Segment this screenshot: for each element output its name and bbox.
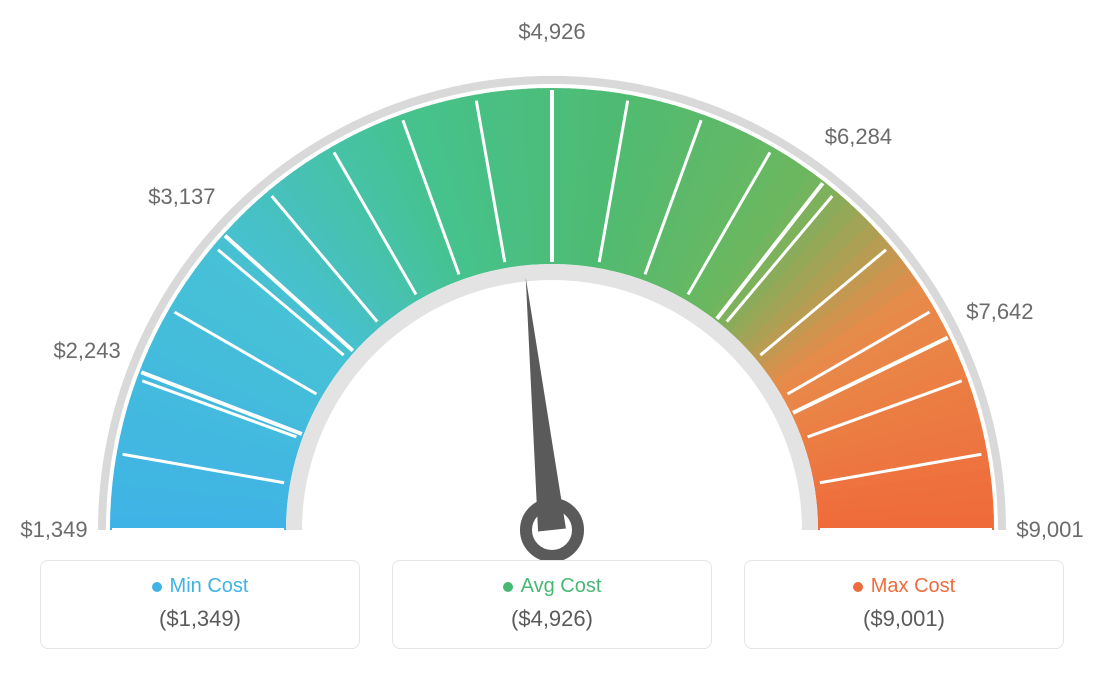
max-dot-icon [853,582,863,592]
avg-cost-value: ($4,926) [403,606,701,632]
avg-dot-icon [503,582,513,592]
gauge-tick-label: $3,137 [148,184,215,210]
summary-cards: Min Cost ($1,349) Avg Cost ($4,926) Max … [0,560,1104,679]
avg-cost-header: Avg Cost [403,575,701,598]
min-cost-value: ($1,349) [51,606,349,632]
max-cost-label: Max Cost [871,575,955,598]
min-dot-icon [152,582,162,592]
gauge-svg [0,0,1104,560]
avg-cost-label: Avg Cost [521,575,602,598]
min-cost-card: Min Cost ($1,349) [40,560,360,649]
gauge-tick-label: $4,926 [518,19,585,45]
gauge-chart: $1,349 $2,243 $3,137 $4,926 $6,284 $7,642 $9,0… [0,0,1104,560]
gauge-tick-label: $1,349 [20,517,87,543]
min-cost-header: Min Cost [51,575,349,598]
gauge-tick-label: $2,243 [53,338,120,364]
avg-cost-card: Avg Cost ($4,926) [392,560,712,649]
max-cost-header: Max Cost [755,575,1053,598]
gauge-tick-label: $9,001 [1016,517,1083,543]
max-cost-card: Max Cost ($9,001) [744,560,1064,649]
gauge-tick-label: $7,642 [966,299,1033,325]
min-cost-label: Min Cost [170,575,249,598]
max-cost-value: ($9,001) [755,606,1053,632]
gauge-tick-label: $6,284 [825,124,892,150]
